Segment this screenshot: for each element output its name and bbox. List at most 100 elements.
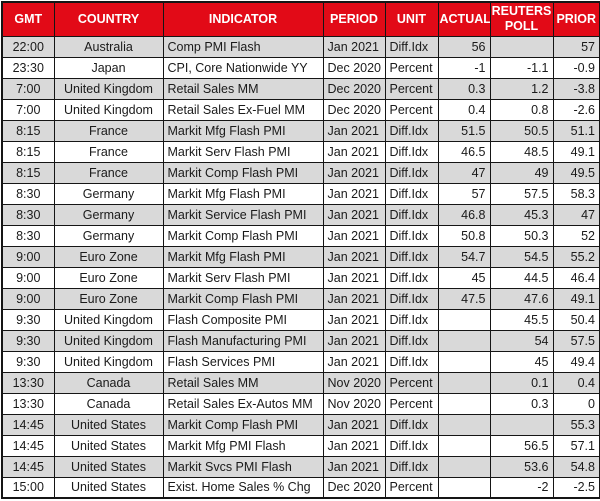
cell-gmt: 9:30 [1, 329, 55, 352]
cell-indicator: Flash Manufacturing PMI [162, 329, 324, 352]
cell-unit: Diff.Idx [384, 119, 439, 142]
cell-actual [437, 455, 491, 478]
cell-actual: 47 [437, 161, 491, 184]
cell-indicator: Flash Composite PMI [162, 308, 324, 331]
cell-prior: -3.8 [552, 77, 600, 100]
cell-indicator: Markit Mfg Flash PMI [162, 182, 324, 205]
cell-period: Jan 2021 [322, 350, 386, 373]
cell-unit: Diff.Idx [384, 35, 439, 58]
cell-country: Euro Zone [53, 287, 164, 310]
cell-gmt: 9:30 [1, 308, 55, 331]
table-row: 13:30 Canada Retail Sales Ex-Autos MM Nov 2… [1, 392, 600, 415]
cell-poll: 47.6 [489, 287, 554, 310]
cell-country: Canada [53, 371, 164, 394]
cell-prior: 0 [552, 392, 600, 415]
table-row: 9:00 Euro Zone Markit Serv Flash PMI Jan 20… [1, 266, 600, 289]
cell-unit: Percent [384, 56, 439, 79]
cell-unit: Percent [384, 476, 439, 499]
cell-prior: -2.6 [552, 98, 600, 121]
cell-period: Jan 2021 [322, 224, 386, 247]
cell-country: France [53, 140, 164, 163]
cell-prior: 49.4 [552, 350, 600, 373]
cell-indicator: Retail Sales MM [162, 77, 324, 100]
cell-gmt: 8:30 [1, 203, 55, 226]
cell-actual: 57 [437, 182, 491, 205]
cell-poll: 45.5 [489, 308, 554, 331]
cell-period: Dec 2020 [322, 476, 386, 499]
cell-country: Germany [53, 203, 164, 226]
cell-gmt: 7:00 [1, 98, 55, 121]
cell-poll: 0.1 [489, 371, 554, 394]
cell-indicator: Markit Serv Flash PMI [162, 266, 324, 289]
cell-country: Euro Zone [53, 245, 164, 268]
table-row: 8:30 Germany Markit Service Flash PMI Jan 2… [1, 203, 600, 226]
cell-gmt: 13:30 [1, 371, 55, 394]
cell-period: Jan 2021 [322, 329, 386, 352]
cell-poll: 0.8 [489, 98, 554, 121]
cell-prior: -2.5 [552, 476, 600, 499]
cell-actual: 45 [437, 266, 491, 289]
cell-prior: 0.4 [552, 371, 600, 394]
cell-gmt: 14:45 [1, 434, 55, 457]
cell-country: United Kingdom [53, 329, 164, 352]
column-header-unit: UNIT [384, 1, 439, 37]
cell-indicator: Markit Mfg Flash PMI [162, 119, 324, 142]
cell-indicator: Flash Services PMI [162, 350, 324, 373]
cell-country: Canada [53, 392, 164, 415]
cell-actual: -1 [437, 56, 491, 79]
cell-indicator: Markit Comp Flash PMI [162, 413, 324, 436]
cell-gmt: 8:15 [1, 161, 55, 184]
cell-poll [489, 413, 554, 436]
cell-prior: -0.9 [552, 56, 600, 79]
cell-prior: 58.3 [552, 182, 600, 205]
cell-period: Nov 2020 [322, 371, 386, 394]
cell-gmt: 9:30 [1, 350, 55, 373]
cell-indicator: Retail Sales MM [162, 371, 324, 394]
cell-poll [489, 35, 554, 58]
cell-poll: 54.5 [489, 245, 554, 268]
cell-actual: 50.8 [437, 224, 491, 247]
cell-prior: 47 [552, 203, 600, 226]
cell-prior: 57.1 [552, 434, 600, 457]
cell-gmt: 13:30 [1, 392, 55, 415]
cell-poll: 0.3 [489, 392, 554, 415]
table-row: 14:45 United States Markit Svcs PMI Flash J… [1, 455, 600, 478]
cell-actual [437, 413, 491, 436]
cell-actual [437, 434, 491, 457]
cell-country: United Kingdom [53, 98, 164, 121]
cell-actual [437, 371, 491, 394]
cell-unit: Diff.Idx [384, 182, 439, 205]
cell-gmt: 14:45 [1, 455, 55, 478]
cell-unit: Diff.Idx [384, 455, 439, 478]
cell-poll: 45.3 [489, 203, 554, 226]
cell-period: Jan 2021 [322, 455, 386, 478]
cell-actual [437, 350, 491, 373]
cell-unit: Diff.Idx [384, 287, 439, 310]
cell-country: United Kingdom [53, 308, 164, 331]
table-row: 8:15 France Markit Serv Flash PMI Jan 2021 D… [1, 140, 600, 163]
cell-unit: Diff.Idx [384, 203, 439, 226]
cell-gmt: 8:15 [1, 140, 55, 163]
cell-period: Dec 2020 [322, 98, 386, 121]
cell-country: United States [53, 434, 164, 457]
cell-unit: Diff.Idx [384, 140, 439, 163]
cell-gmt: 14:45 [1, 413, 55, 436]
cell-prior: 46.4 [552, 266, 600, 289]
cell-prior: 52 [552, 224, 600, 247]
table-row: 8:30 Germany Markit Comp Flash PMI Jan 2021… [1, 224, 600, 247]
table-row: 23:30 Japan CPI, Core Nationwide YY Dec 202… [1, 56, 600, 79]
cell-country: United States [53, 476, 164, 499]
cell-prior: 55.3 [552, 413, 600, 436]
column-header-country: COUNTRY [53, 1, 164, 37]
cell-indicator: Markit Serv Flash PMI [162, 140, 324, 163]
table-row: 14:45 United States Markit Comp Flash PMI J… [1, 413, 600, 436]
cell-poll: 45 [489, 350, 554, 373]
cell-actual: 56 [437, 35, 491, 58]
cell-gmt: 23:30 [1, 56, 55, 79]
cell-period: Jan 2021 [322, 35, 386, 58]
cell-gmt: 8:30 [1, 224, 55, 247]
cell-country: Japan [53, 56, 164, 79]
cell-poll: 50.3 [489, 224, 554, 247]
table-row: 13:30 Canada Retail Sales MM Nov 2020 Percen… [1, 371, 600, 394]
cell-unit: Diff.Idx [384, 245, 439, 268]
